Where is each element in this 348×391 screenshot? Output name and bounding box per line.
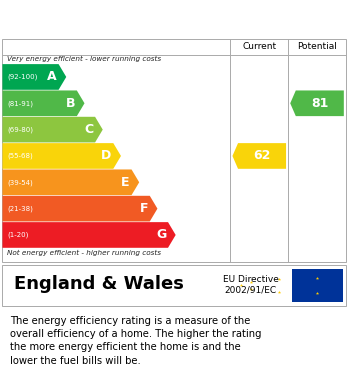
Text: (81-91): (81-91) xyxy=(8,100,34,106)
Text: D: D xyxy=(101,149,112,162)
Text: EU Directive
2002/91/EC: EU Directive 2002/91/EC xyxy=(223,274,279,294)
Text: Current: Current xyxy=(242,42,276,52)
Text: C: C xyxy=(84,123,93,136)
Text: (55-68): (55-68) xyxy=(8,153,33,159)
Polygon shape xyxy=(2,64,66,90)
Polygon shape xyxy=(2,222,176,248)
Text: Not energy efficient - higher running costs: Not energy efficient - higher running co… xyxy=(7,250,161,256)
Text: Very energy efficient - lower running costs: Very energy efficient - lower running co… xyxy=(7,56,161,62)
Text: The energy efficiency rating is a measure of the
overall efficiency of a home. T: The energy efficiency rating is a measur… xyxy=(10,316,262,366)
Text: G: G xyxy=(156,228,166,242)
Text: England & Wales: England & Wales xyxy=(14,275,184,293)
Text: (39-54): (39-54) xyxy=(8,179,33,186)
Polygon shape xyxy=(2,90,85,116)
Text: 81: 81 xyxy=(311,97,329,110)
Text: F: F xyxy=(140,202,148,215)
Text: (69-80): (69-80) xyxy=(8,126,34,133)
Text: (21-38): (21-38) xyxy=(8,205,33,212)
Text: (1-20): (1-20) xyxy=(8,232,29,238)
Bar xyxy=(292,269,343,302)
Polygon shape xyxy=(2,196,157,221)
Text: Energy Efficiency Rating: Energy Efficiency Rating xyxy=(10,11,240,29)
Polygon shape xyxy=(232,143,286,169)
Polygon shape xyxy=(290,90,344,116)
Text: A: A xyxy=(47,70,57,83)
Text: Potential: Potential xyxy=(297,42,337,52)
Polygon shape xyxy=(2,143,121,169)
Text: B: B xyxy=(66,97,75,110)
Text: 62: 62 xyxy=(253,149,271,162)
Polygon shape xyxy=(2,169,139,195)
Text: (92-100): (92-100) xyxy=(8,74,38,80)
Polygon shape xyxy=(2,117,103,142)
Text: E: E xyxy=(121,176,130,189)
